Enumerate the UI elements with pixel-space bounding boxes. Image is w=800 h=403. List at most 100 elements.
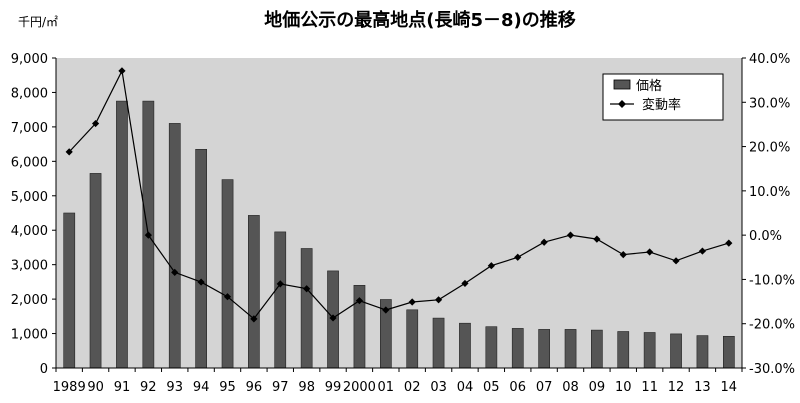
x-tick-label: 08 bbox=[562, 380, 579, 395]
x-tick-label: 10 bbox=[615, 380, 632, 395]
rate-point-06 bbox=[514, 253, 522, 261]
x-tick-label: 1989 bbox=[53, 380, 86, 395]
rate-point-90 bbox=[91, 119, 100, 128]
y-right-tick-label: 20.0% bbox=[749, 141, 790, 156]
bar-13 bbox=[696, 335, 709, 369]
rate-point-97 bbox=[276, 280, 284, 288]
y-right-tick-label: -10.0% bbox=[749, 273, 795, 288]
bar-93 bbox=[168, 123, 181, 369]
legend-price-label: 価格 bbox=[636, 78, 662, 94]
rate-point-96 bbox=[250, 315, 258, 323]
bar-09 bbox=[590, 329, 603, 369]
rate-point-09 bbox=[593, 235, 601, 243]
x-tick-label: 14 bbox=[721, 380, 738, 395]
y-left-unit-label: 千円/㎡ bbox=[18, 15, 58, 29]
rate-point-08 bbox=[566, 231, 575, 239]
y-right-tick-label: -30.0% bbox=[749, 362, 795, 377]
bar-05 bbox=[485, 326, 498, 369]
bar-1989 bbox=[63, 212, 76, 369]
x-tick-label: 06 bbox=[509, 380, 526, 395]
x-tick-label: 07 bbox=[536, 380, 553, 395]
bar-02 bbox=[406, 309, 419, 369]
rate-point-13 bbox=[698, 247, 707, 255]
y-right-tick-label: 40.0% bbox=[749, 52, 790, 67]
legend-rate-label: 変動率 bbox=[642, 97, 681, 113]
rate-point-91 bbox=[118, 67, 126, 75]
legend-price-swatch bbox=[613, 79, 631, 90]
bar-03 bbox=[432, 317, 445, 369]
x-tick-label: 93 bbox=[166, 380, 183, 395]
change-rate-polyline bbox=[68, 68, 729, 320]
bar-94 bbox=[195, 149, 208, 369]
x-tick-label: 03 bbox=[430, 380, 447, 395]
rate-point-05 bbox=[487, 262, 495, 270]
y-left-tick-label: 8,000 bbox=[11, 86, 48, 101]
y-left-tick-label: 4,000 bbox=[11, 224, 48, 239]
rate-point-14 bbox=[725, 239, 733, 247]
y-left-tick-label: 1,000 bbox=[11, 328, 48, 343]
bar-95 bbox=[221, 179, 234, 369]
bar-96 bbox=[248, 215, 260, 369]
y-left-tick-label: 2,000 bbox=[11, 293, 48, 308]
x-tick-label: 13 bbox=[694, 380, 711, 395]
legend: 価格 変動率 bbox=[602, 73, 724, 121]
x-tick-label: 90 bbox=[87, 380, 104, 395]
bar-12 bbox=[670, 333, 682, 369]
x-tick-label: 99 bbox=[325, 380, 342, 395]
bar-04 bbox=[459, 322, 471, 369]
rate-point-93 bbox=[171, 268, 179, 276]
bar-07 bbox=[538, 329, 550, 369]
rate-point-11 bbox=[646, 248, 654, 256]
y-left-tick-label: 9,000 bbox=[11, 52, 48, 67]
x-tick-label: 11 bbox=[641, 380, 658, 395]
y-right-tick-label: 0.0% bbox=[749, 229, 782, 244]
change-rate-line bbox=[65, 67, 733, 323]
bar-98 bbox=[300, 248, 313, 369]
y-right-tick-label: 30.0% bbox=[749, 96, 790, 111]
chart-title: 地価公示の最高地点(長崎5－8)の推移 bbox=[264, 9, 576, 31]
bar-11 bbox=[643, 332, 656, 369]
rate-point-98 bbox=[303, 285, 311, 293]
x-tick-label: 01 bbox=[378, 380, 395, 395]
x-tick-label: 12 bbox=[668, 380, 685, 395]
rate-point-01 bbox=[382, 306, 390, 314]
y-left-tick-label: 5,000 bbox=[11, 190, 48, 205]
x-tick-label: 91 bbox=[114, 380, 131, 395]
rate-point-92 bbox=[144, 231, 152, 239]
y-left-tick-label: 6,000 bbox=[11, 155, 48, 170]
y-right-tick-label: 10.0% bbox=[749, 185, 790, 200]
rate-point-1989 bbox=[65, 148, 73, 156]
y-left-tick-label: 7,000 bbox=[11, 121, 48, 136]
rate-point-03 bbox=[434, 296, 443, 304]
x-tick-label: 92 bbox=[140, 380, 157, 395]
rate-point-07 bbox=[540, 238, 548, 246]
x-tick-label: 96 bbox=[246, 380, 263, 395]
y-left-tick-label: 0 bbox=[40, 362, 48, 377]
legend-rate-marker bbox=[618, 100, 626, 108]
rate-point-02 bbox=[408, 298, 416, 306]
x-tick-label: 04 bbox=[457, 380, 474, 395]
x-tick-label: 02 bbox=[404, 380, 421, 395]
axes: 0 1,000 2,000 3,000 4,000 5,000 6,000 7,000 8,00… bbox=[11, 52, 795, 395]
x-tick-label: 95 bbox=[219, 380, 236, 395]
bar-06 bbox=[511, 328, 524, 369]
rate-point-2000 bbox=[355, 297, 364, 305]
y-left-tick-label: 3,000 bbox=[11, 259, 48, 274]
bar-10 bbox=[617, 331, 630, 369]
rate-point-95 bbox=[223, 293, 232, 301]
x-tick-label: 98 bbox=[298, 380, 315, 395]
x-tick-label: 97 bbox=[272, 380, 289, 395]
bar-97 bbox=[274, 231, 287, 369]
rate-point-10 bbox=[619, 251, 627, 259]
bar-14 bbox=[722, 335, 735, 369]
rate-point-12 bbox=[672, 257, 680, 265]
rate-point-94 bbox=[197, 278, 205, 286]
x-tick-label: 05 bbox=[483, 380, 500, 395]
x-tick-label: 09 bbox=[589, 380, 606, 395]
bar-08 bbox=[564, 329, 577, 369]
y-right-tick-label: -20.0% bbox=[749, 318, 795, 333]
rate-point-99 bbox=[329, 314, 337, 322]
x-tick-label: 94 bbox=[193, 380, 210, 395]
rate-point-04 bbox=[461, 279, 469, 288]
